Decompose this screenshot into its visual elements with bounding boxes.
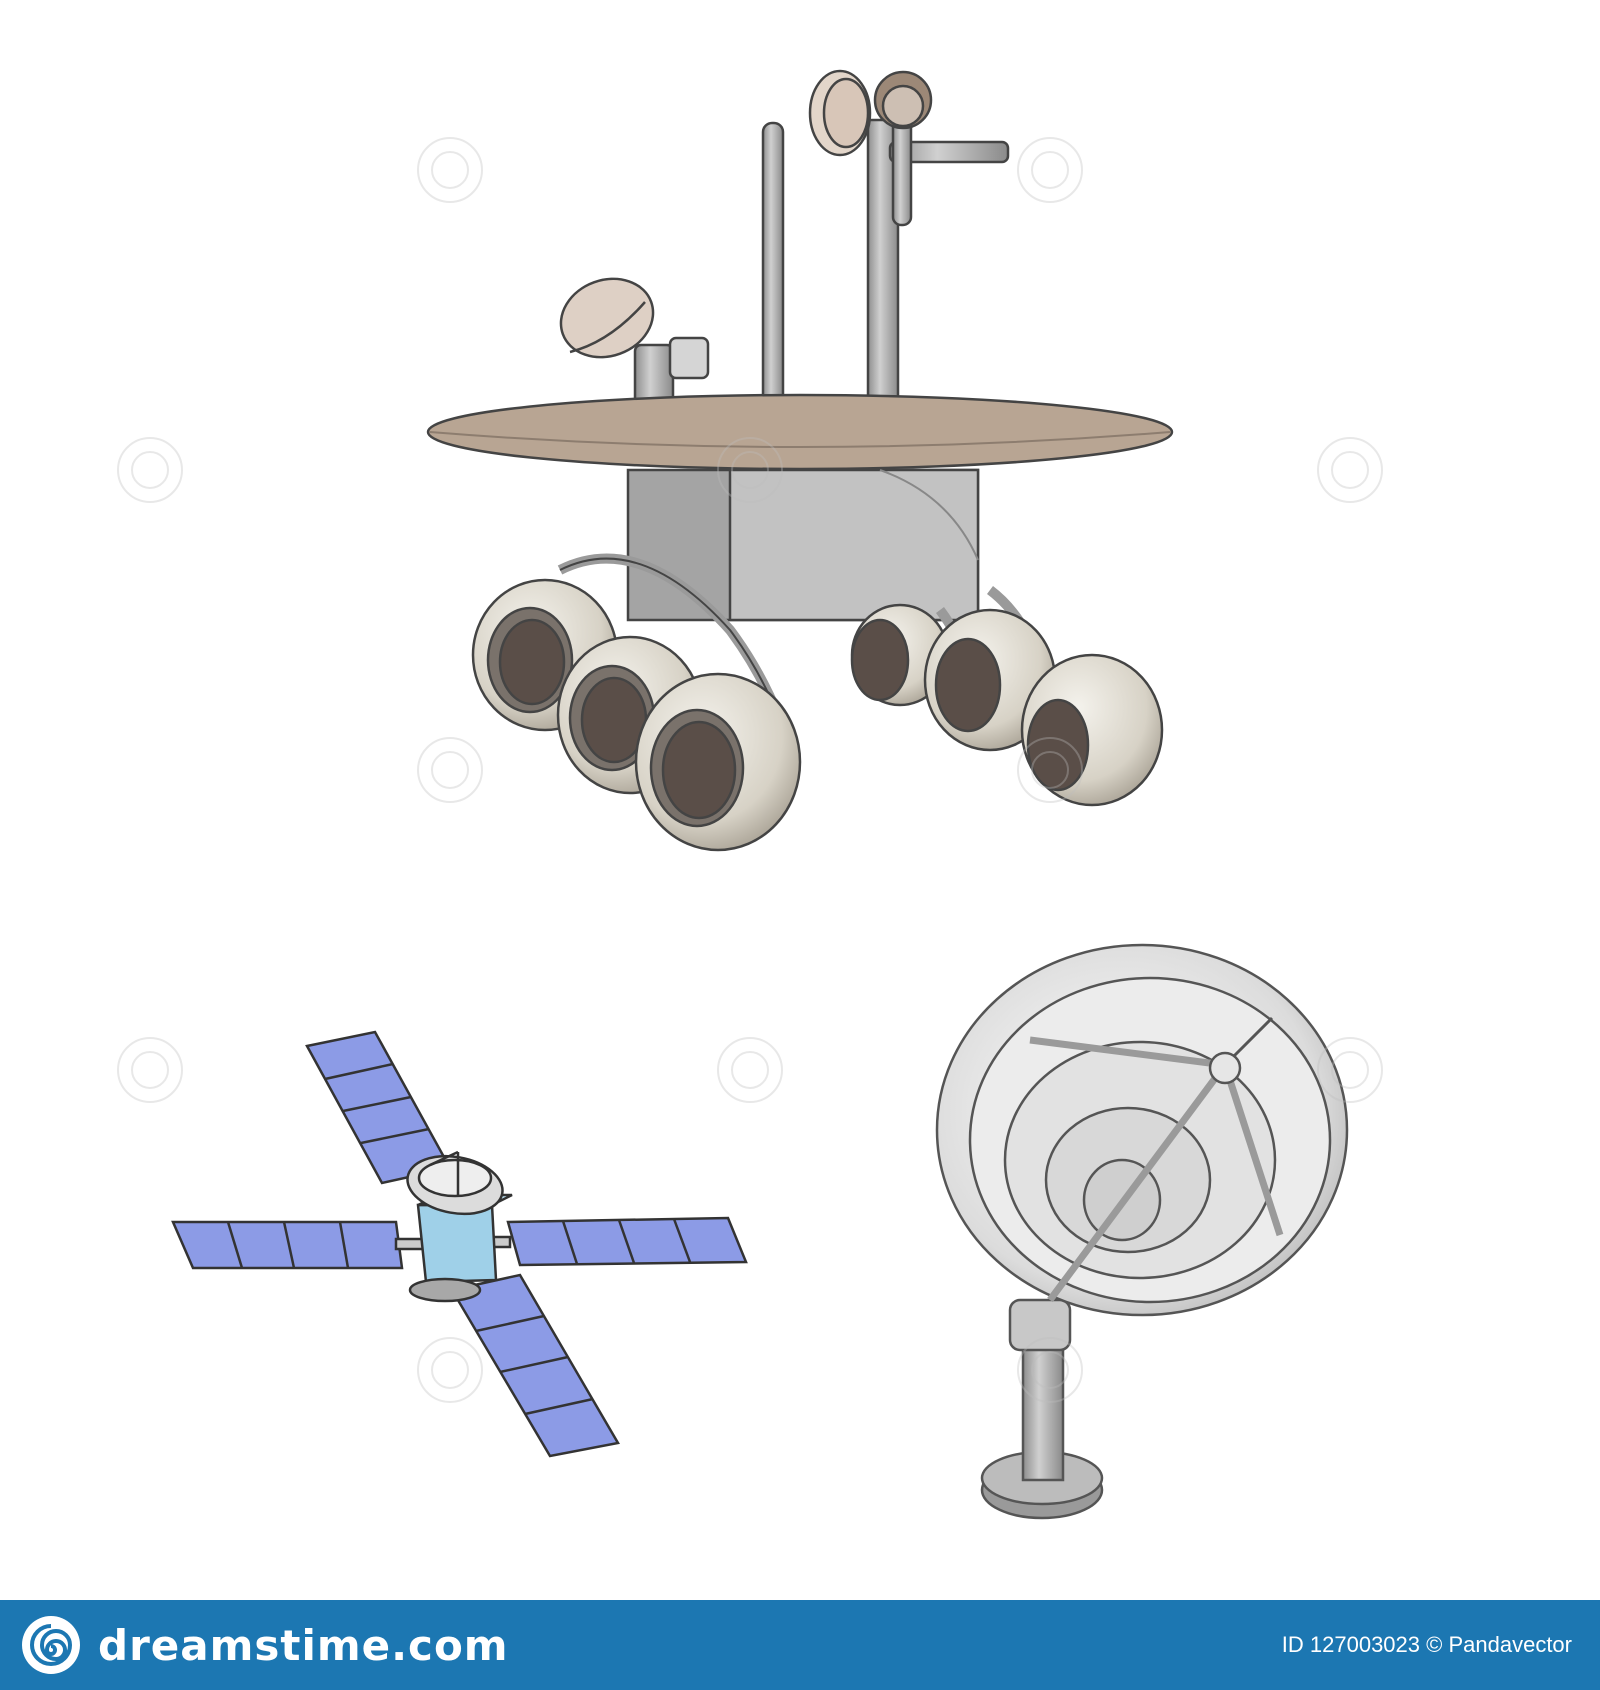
author-credit: © Pandavector: [1426, 1632, 1572, 1657]
rover-small-dish: [559, 277, 655, 359]
dreamstime-logo[interactable]: dreamstime.com: [20, 1612, 509, 1678]
space-icons-illustration: [117, 69, 1383, 1520]
satellite-body: [416, 1203, 498, 1284]
footer-bar: dreamstime.com ID 127003023 © Pandavecto…: [0, 1600, 1600, 1690]
rover-wheel-left-front: [634, 672, 802, 852]
rover-wheel-right-front: [1020, 653, 1164, 807]
dreamstime-spiral-icon: [22, 1616, 80, 1674]
image-credit: ID 127003023 © Pandavector: [1282, 1632, 1572, 1658]
satellite-icon: [171, 1030, 748, 1458]
brand-name: dreamstime.com: [98, 1620, 509, 1670]
satellite-panel-left: [171, 1220, 404, 1270]
mars-rover-icon: [426, 69, 1174, 852]
rover-deck: [426, 393, 1174, 471]
dish-feed-horn: [1208, 1051, 1242, 1085]
rover-antenna-mast: [761, 121, 785, 425]
radio-telescope-dish-icon: [935, 943, 1349, 1520]
image-id: ID 127003023: [1281, 1632, 1421, 1657]
watermark-pattern: [117, 137, 1383, 1403]
